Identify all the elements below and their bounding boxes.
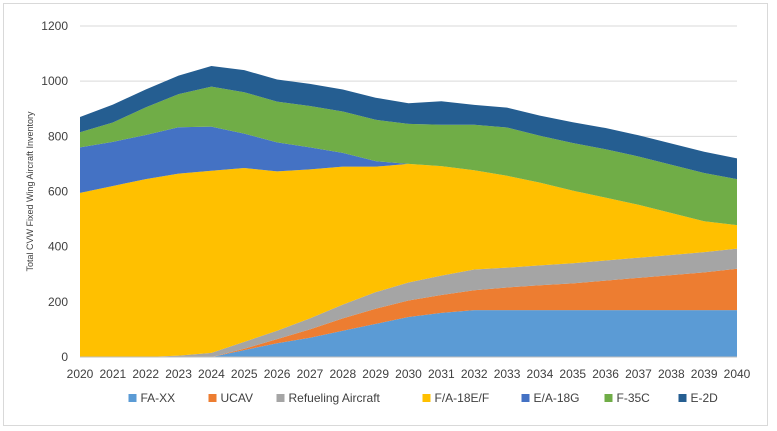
area-f-35c <box>80 86 737 226</box>
x-tick-label: 2040 <box>724 367 751 381</box>
area-fa-xx <box>80 310 737 357</box>
y-tick-label: 1200 <box>41 19 68 33</box>
x-tick-label: 2020 <box>67 367 94 381</box>
legend-swatch <box>604 394 613 402</box>
y-tick-label: 200 <box>48 295 68 309</box>
legend-swatch <box>521 394 530 402</box>
x-tick-label: 2027 <box>297 367 324 381</box>
y-axis-label: Total CVW Fixed Wing Aircraft Inventory <box>25 111 35 272</box>
legend-label: FA-XX <box>141 391 176 405</box>
x-tick-label: 2025 <box>231 367 258 381</box>
x-tick-label: 2021 <box>99 367 126 381</box>
x-tick-label: 2037 <box>625 367 652 381</box>
x-tick-label: 2038 <box>658 367 685 381</box>
legend-label: F/A-18E/F <box>435 391 490 405</box>
legend-label: E-2D <box>691 391 719 405</box>
x-tick-label: 2026 <box>264 367 291 381</box>
x-tick-label: 2028 <box>329 367 356 381</box>
y-tick-label: 800 <box>48 129 68 143</box>
legend-swatch <box>422 394 431 402</box>
legend-swatch <box>128 394 137 402</box>
y-tick-label: 0 <box>61 350 68 364</box>
x-tick-label: 2029 <box>362 367 389 381</box>
legend-swatch <box>208 394 217 402</box>
x-tick-label: 2024 <box>198 367 225 381</box>
x-tick-label: 2032 <box>461 367 488 381</box>
y-tick-label: 600 <box>48 185 68 199</box>
y-tick-label: 1000 <box>41 74 68 88</box>
legend-swatch <box>276 394 285 402</box>
legend-label: E/A-18G <box>534 391 580 405</box>
x-tick-label: 2036 <box>592 367 619 381</box>
area-f-a-18e-f <box>80 163 737 357</box>
x-tick-label: 2034 <box>527 367 554 381</box>
area-e-a-18g <box>80 126 737 226</box>
x-tick-label: 2030 <box>395 367 422 381</box>
x-tick-label: 2033 <box>494 367 521 381</box>
area-ucav <box>80 268 737 357</box>
x-tick-label: 2022 <box>132 367 159 381</box>
legend-swatch <box>678 394 687 402</box>
legend-label: Refueling Aircraft <box>289 391 381 405</box>
x-tick-label: 2035 <box>559 367 586 381</box>
x-tick-label: 2039 <box>691 367 718 381</box>
y-tick-label: 400 <box>48 240 68 254</box>
legend-label: UCAV <box>221 391 253 405</box>
legend-label: F-35C <box>617 391 651 405</box>
x-tick-label: 2023 <box>165 367 192 381</box>
x-tick-label: 2031 <box>428 367 455 381</box>
area-refueling-aircraft <box>80 248 737 357</box>
area-e-2d <box>80 66 737 180</box>
